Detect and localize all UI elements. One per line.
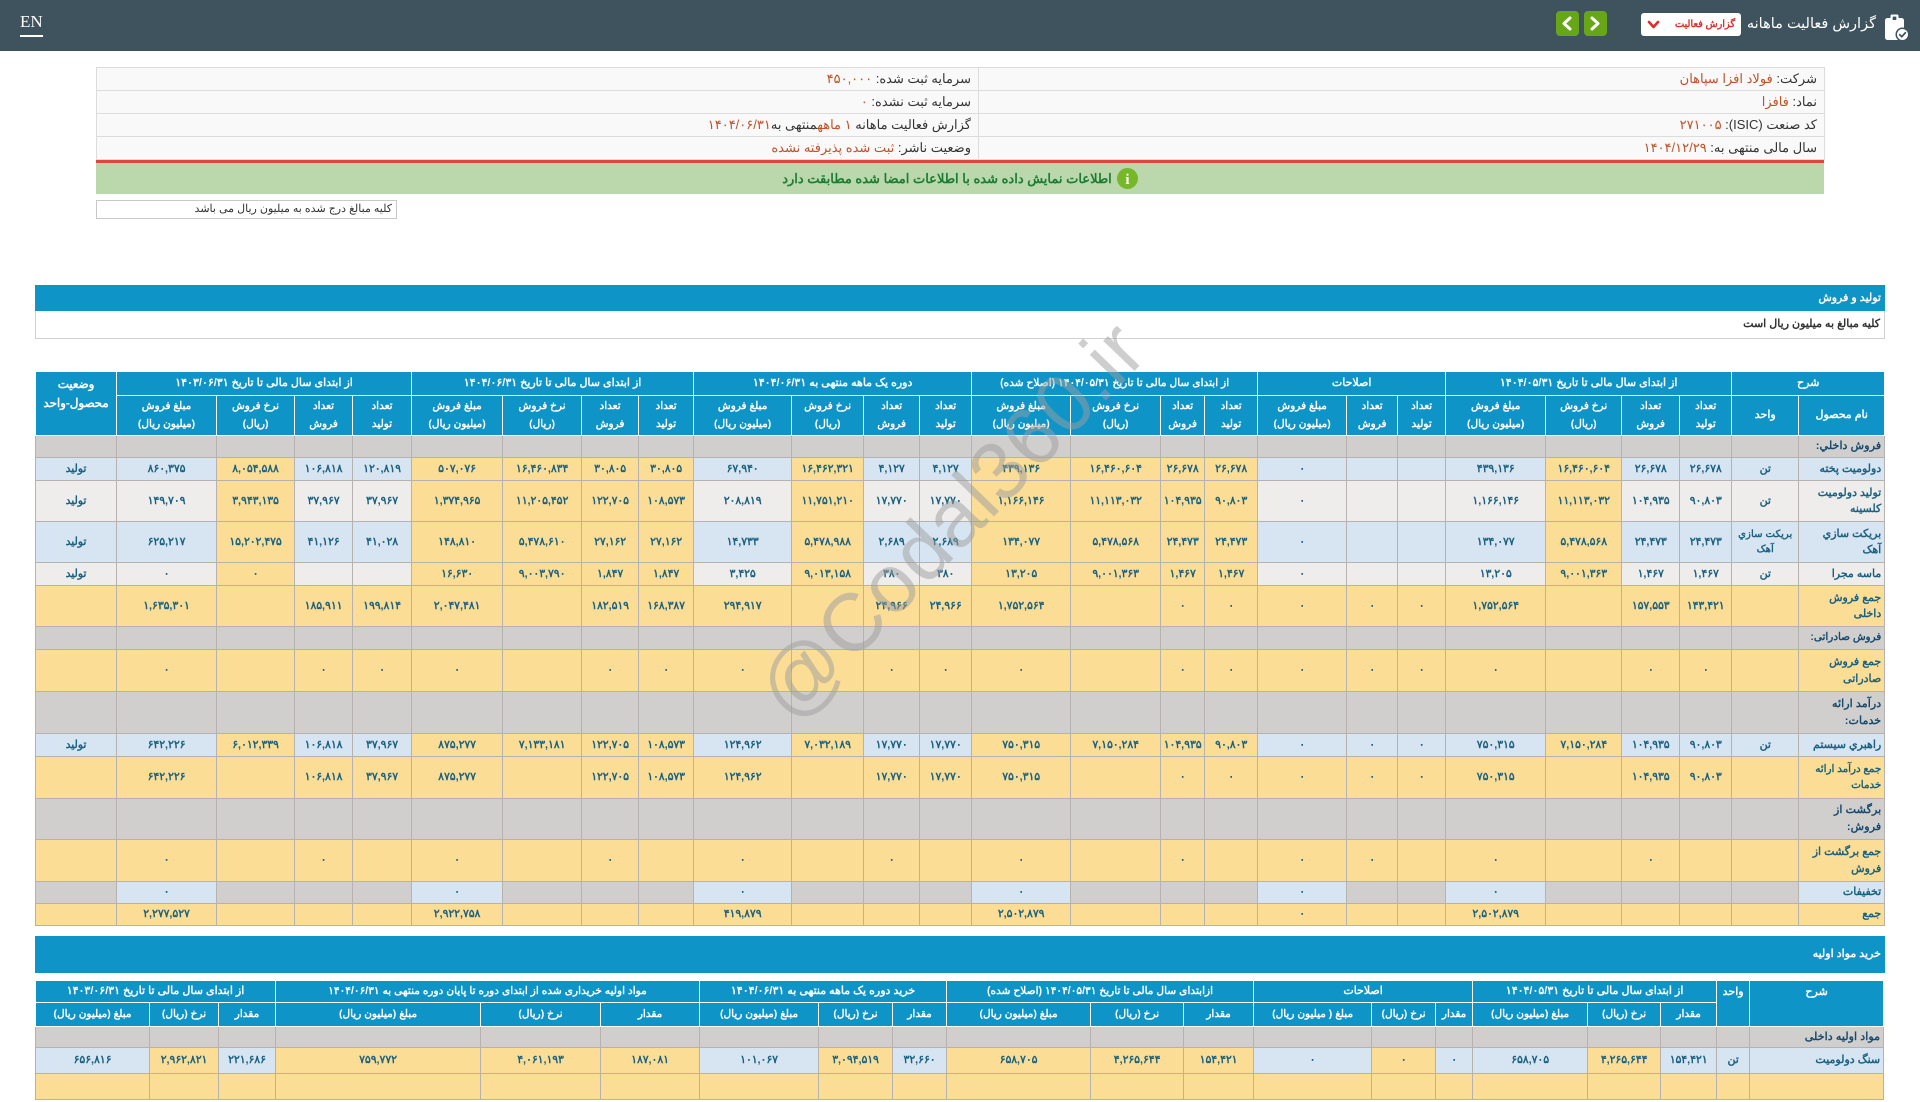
svg-text:i: i [1125, 172, 1129, 188]
